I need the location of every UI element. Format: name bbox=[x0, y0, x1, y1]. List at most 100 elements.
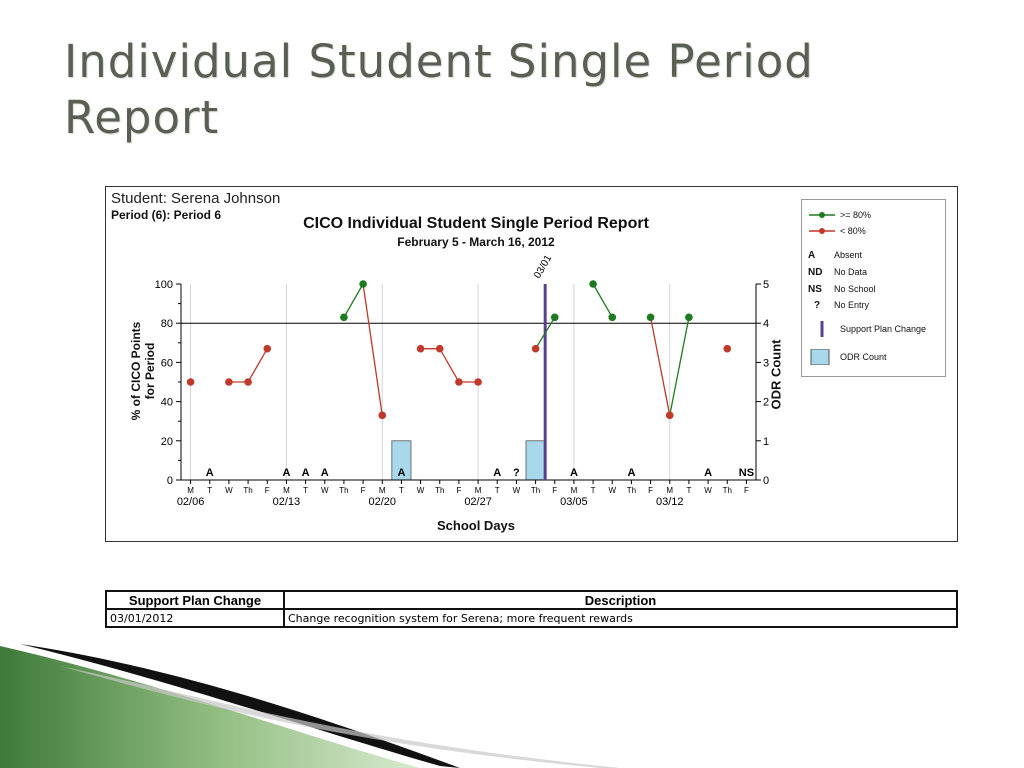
data-point bbox=[416, 344, 425, 353]
red-line-marker-icon bbox=[809, 228, 835, 234]
y-axis-label-right: ODR Count bbox=[768, 339, 784, 410]
series-line-segment bbox=[669, 317, 690, 416]
legend-item-above: >= 80% bbox=[808, 208, 871, 222]
legend-item-noschool: NS No School bbox=[808, 282, 876, 296]
y-tick-label: 100 bbox=[155, 279, 173, 291]
data-point bbox=[685, 313, 693, 322]
x-tick-label-week: 02/13 bbox=[273, 496, 301, 508]
series-line-segment bbox=[362, 283, 383, 416]
legend-item-below: < 80% bbox=[808, 224, 866, 238]
day-status-marker: A bbox=[282, 467, 290, 479]
y2-tick-label: 2 bbox=[763, 397, 769, 409]
data-point bbox=[455, 378, 463, 386]
support-plan-change-label: 03/01 bbox=[532, 253, 554, 281]
swoosh-green-shape bbox=[0, 646, 420, 768]
decorative-swoosh bbox=[0, 644, 620, 768]
legend-label-noentry: No Entry bbox=[834, 300, 870, 310]
x-tick-label-day: W bbox=[225, 486, 233, 495]
y-axis-label-left: % of CICO Points for Period bbox=[129, 286, 157, 456]
x-tick-label-day: M bbox=[666, 486, 673, 495]
series-line-segment bbox=[649, 317, 671, 416]
legend-symbol-nodata: ND bbox=[808, 266, 823, 278]
data-point bbox=[378, 411, 387, 420]
period-name: Period (6): Period 6 bbox=[111, 208, 222, 222]
data-point bbox=[244, 378, 252, 386]
legend-item-absent: A Absent bbox=[808, 248, 862, 262]
y2-tick-label: 4 bbox=[763, 318, 769, 330]
series-line-segment bbox=[592, 283, 613, 318]
y2-tick-label: 3 bbox=[763, 357, 769, 369]
day-status-marker: A bbox=[493, 467, 501, 479]
legend-label-support: Support Plan Change bbox=[840, 324, 927, 334]
x-tick-label-day: T bbox=[495, 486, 500, 495]
x-tick-label-day: T bbox=[686, 486, 691, 495]
x-tick-label-day: M bbox=[475, 486, 482, 495]
x-tick-label-day: W bbox=[608, 486, 616, 495]
day-status-marker: NS bbox=[739, 467, 754, 479]
legend-label-above: >= 80% bbox=[840, 210, 872, 220]
legend-label-absent: Absent bbox=[834, 250, 863, 260]
day-status-marker: A bbox=[302, 467, 310, 479]
day-status-marker: A bbox=[704, 467, 712, 479]
x-tick-label-day: Th bbox=[531, 486, 540, 495]
x-tick-label-day: T bbox=[399, 486, 404, 495]
x-tick-label-day: F bbox=[648, 486, 653, 495]
y-axis-label-left-line1: % of CICO Points bbox=[129, 321, 143, 421]
day-status-marker: A bbox=[321, 467, 329, 479]
data-point bbox=[608, 313, 617, 322]
x-tick-label-week: 02/06 bbox=[177, 496, 205, 508]
green-line-marker-icon bbox=[809, 212, 835, 218]
data-point bbox=[359, 280, 367, 288]
data-point bbox=[646, 313, 655, 322]
x-tick-label-day: T bbox=[207, 486, 212, 495]
legend-label-noschool: No School bbox=[834, 284, 876, 294]
x-tick-label-day: M bbox=[379, 486, 386, 495]
x-tick-label-day: F bbox=[265, 486, 270, 495]
x-axis-label: School Days bbox=[436, 518, 516, 533]
y-tick-label: 0 bbox=[167, 475, 173, 487]
data-point bbox=[186, 378, 195, 386]
data-point bbox=[474, 378, 482, 386]
swoosh-black-shape bbox=[20, 644, 460, 768]
data-point bbox=[589, 280, 597, 288]
support-plan-line-icon bbox=[820, 321, 824, 337]
table-cell-date: 03/01/2012 bbox=[105, 608, 285, 628]
data-point bbox=[665, 411, 674, 420]
data-point bbox=[723, 344, 732, 353]
table-row: 03/01/2012 Change recognition system for… bbox=[105, 608, 958, 628]
y2-tick-label: 5 bbox=[763, 279, 769, 291]
legend-label-odr: ODR Count bbox=[840, 352, 887, 362]
x-tick-label-week: 03/05 bbox=[560, 496, 588, 508]
data-point bbox=[340, 313, 348, 322]
day-status-marker: A bbox=[206, 467, 214, 479]
chart-frame: 0 20 40 60 80 100 0 1 2 3 4 5 M T W Th F M T W Th F M T W Th F M T W T… bbox=[105, 186, 958, 542]
x-tick-label-day: W bbox=[417, 486, 425, 495]
series-line-segment bbox=[535, 316, 556, 350]
day-status-marker: ? bbox=[513, 467, 520, 479]
y2-tick-label: 1 bbox=[763, 436, 769, 448]
x-tick-label-day: W bbox=[704, 486, 712, 495]
table-header-row: Support Plan Change Description bbox=[105, 590, 958, 610]
x-tick-label-day: T bbox=[591, 486, 596, 495]
day-status-marker: A bbox=[397, 467, 405, 479]
chart-title: CICO Individual Student Single Period Re… bbox=[303, 215, 649, 232]
x-tick-label-week: 03/12 bbox=[656, 496, 684, 508]
x-tick-label-day: Th bbox=[435, 486, 444, 495]
day-status-marker: A bbox=[627, 467, 635, 479]
x-tick-label-day: M bbox=[571, 486, 578, 495]
y-axis-label-left-line2: for Period bbox=[143, 342, 157, 400]
legend-symbol-noschool: NS bbox=[808, 283, 822, 295]
x-tick-label-day: F bbox=[361, 486, 366, 495]
odr-bar bbox=[525, 440, 546, 481]
series-line-segment bbox=[343, 283, 364, 318]
series-line-segment bbox=[439, 348, 460, 383]
x-tick-label-week: 02/20 bbox=[368, 496, 396, 508]
legend-symbol-noentry: ? bbox=[814, 299, 821, 311]
legend-label-nodata: No Data bbox=[834, 267, 868, 277]
x-tick-label-day: F bbox=[552, 486, 557, 495]
x-tick-label-day: M bbox=[187, 486, 194, 495]
x-tick-label-day: Th bbox=[243, 486, 252, 495]
data-point bbox=[263, 344, 272, 353]
table-cell-description: Change recognition system for Serena; mo… bbox=[283, 608, 958, 628]
legend-item-nodata: ND No Data bbox=[808, 265, 867, 279]
